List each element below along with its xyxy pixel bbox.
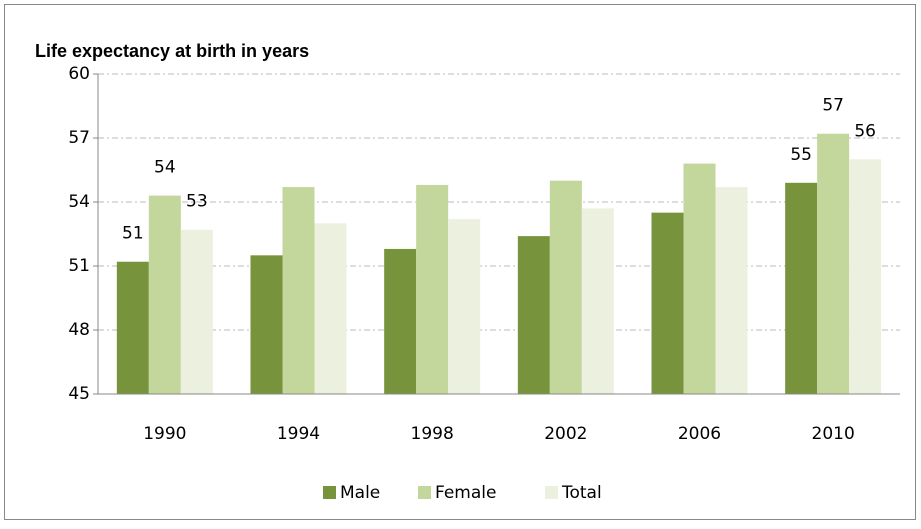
legend-swatch [323, 486, 336, 499]
chart-title: Life expectancy at birth in years [35, 41, 309, 61]
value-label: 54 [154, 158, 176, 178]
bar [785, 182, 818, 394]
value-label: 51 [122, 224, 144, 244]
y-tick-label: 45 [68, 384, 90, 404]
bar [384, 248, 417, 394]
x-tick-label: 2002 [544, 424, 587, 444]
y-tick-label: 48 [68, 320, 90, 340]
legend-label: Female [435, 483, 496, 503]
bar [180, 229, 213, 394]
bar [581, 208, 614, 394]
bar [448, 219, 481, 394]
value-label: 53 [186, 192, 208, 212]
bar [849, 159, 882, 394]
bar [250, 255, 283, 394]
bar [651, 212, 684, 394]
bar [549, 180, 582, 394]
bar [715, 187, 748, 394]
legend-label: Male [340, 483, 380, 503]
bar [817, 133, 850, 394]
bar [517, 236, 550, 394]
x-tick-label: 2006 [678, 424, 721, 444]
y-tick-label: 60 [68, 64, 90, 84]
y-tick-label: 54 [68, 192, 90, 212]
legend-swatch [545, 486, 558, 499]
bar [282, 187, 315, 394]
bar [314, 223, 347, 394]
y-tick-label: 57 [68, 128, 90, 148]
bar [116, 261, 149, 394]
bar [148, 195, 181, 394]
bar [683, 163, 716, 394]
legend-label: Total [561, 483, 602, 503]
y-tick-label: 51 [68, 256, 90, 276]
value-label: 55 [790, 145, 812, 165]
x-tick-label: 1998 [411, 424, 454, 444]
x-tick-label: 1994 [277, 424, 320, 444]
bar [416, 184, 449, 394]
x-tick-label: 2010 [812, 424, 855, 444]
x-tick-label: 1990 [143, 424, 186, 444]
value-label: 57 [822, 96, 844, 116]
legend-swatch [418, 486, 431, 499]
value-label: 56 [854, 121, 876, 141]
